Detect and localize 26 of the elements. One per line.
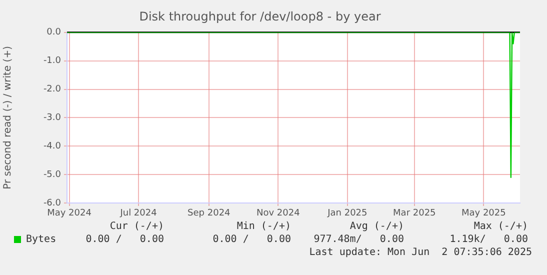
y-tick-label: 0.0: [46, 28, 62, 38]
x-tick-label: Mar 2025: [393, 208, 436, 219]
x-tick-label: Jan 2025: [326, 208, 368, 219]
y-tick-label: -6.0: [43, 198, 62, 208]
text: 0.00 / 0.00: [212, 233, 291, 246]
y-tick-label: -4.0: [43, 141, 62, 152]
y-tick-label: -5.0: [43, 170, 62, 180]
x-tick-label: May 2024: [47, 208, 92, 219]
y-tick-label: -2.0: [43, 84, 62, 95]
x-tick-label: May 2025: [461, 208, 506, 219]
y-tick-label: -1.0: [43, 56, 62, 66]
x-tick-label: Nov 2024: [256, 208, 300, 219]
text: Cur (-/+): [108, 220, 164, 233]
text: 1.19k/ 0.00: [448, 233, 528, 246]
text: Min (-/+): [236, 220, 291, 233]
text: 0.00 / 0.00: [86, 234, 164, 245]
legend-label: Bytes: [26, 234, 56, 245]
x-tick-label: Sep 2024: [188, 208, 231, 219]
x-tick-label: Jul 2024: [119, 208, 158, 219]
y-tick-label: -3.0: [43, 113, 62, 124]
text: Avg (-/+): [348, 220, 404, 233]
text: Last update: Mon Jun 2 07:35:06 2025: [308, 246, 532, 259]
y-axis-title: Pr second read (-) / write (+): [2, 46, 14, 190]
chart-title: Disk throughput for /dev/loop8 - by year: [139, 9, 381, 24]
text: Max (-/+): [472, 220, 528, 233]
text: 977.48m/ 0.00: [312, 233, 404, 246]
